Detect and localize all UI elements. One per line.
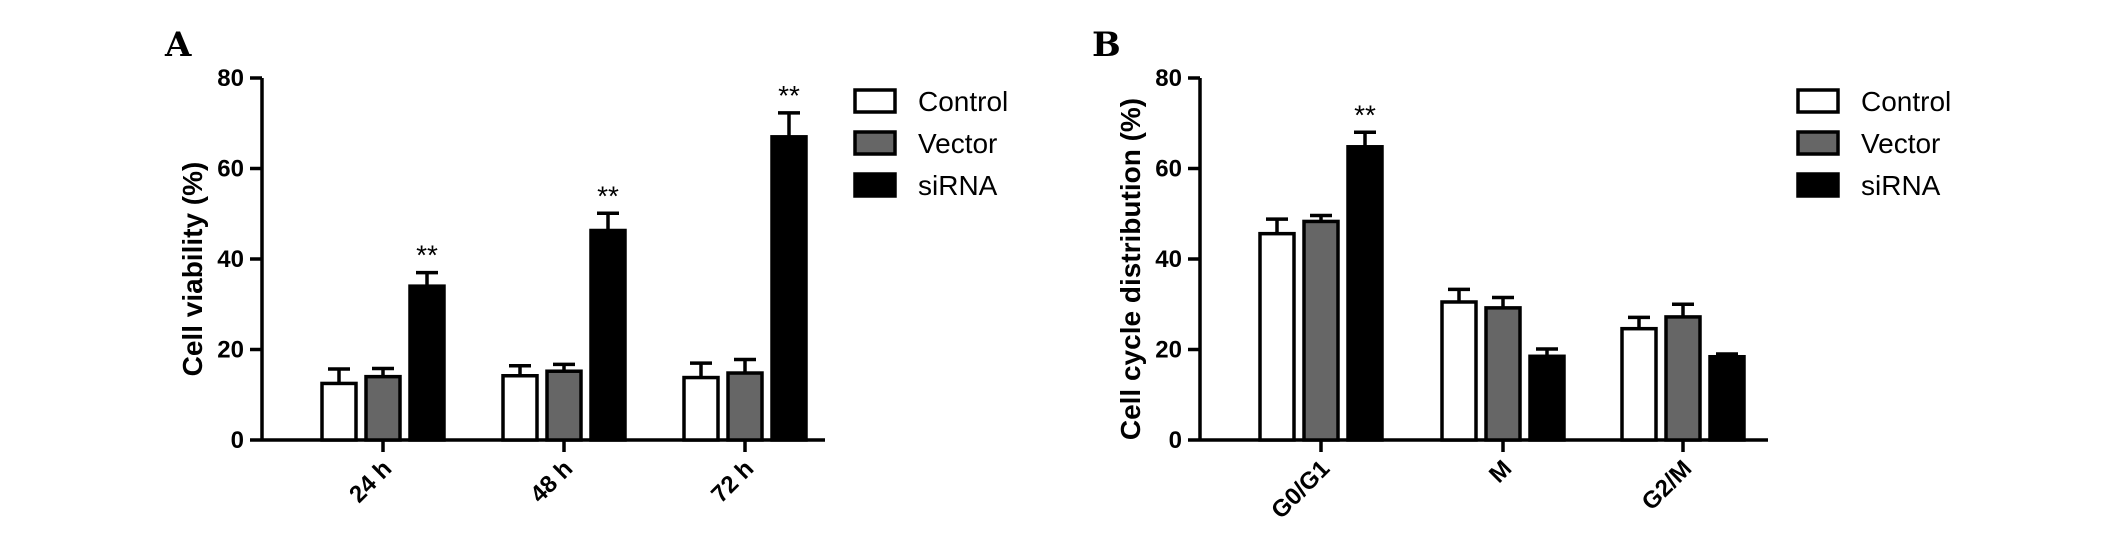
- y-tick-label: 20: [1155, 337, 1182, 364]
- bar-sirna-m: [1528, 354, 1566, 442]
- y-tick-label: 40: [1155, 246, 1182, 273]
- bar-control-24-h: [320, 381, 358, 442]
- legend-swatch-control: [853, 88, 897, 114]
- bar-control-g2-m: [1620, 326, 1658, 442]
- legend-label-control: Control: [1861, 86, 1951, 117]
- bar-vector-m: [1484, 306, 1522, 442]
- significance-marker: **: [778, 80, 800, 111]
- legend-label-sirna: siRNA: [918, 170, 998, 201]
- plot-area: 0 20 40 60 80 ** G0/G1 M G2/M: [1155, 65, 1768, 524]
- x-tick-label: 72 h: [706, 455, 759, 508]
- y-tick-label: 40: [217, 246, 244, 273]
- y-tick-label: 60: [217, 156, 244, 183]
- bar-control-m: [1440, 300, 1478, 442]
- y-tick-label: 60: [1155, 156, 1182, 183]
- bar-sirna-72-h: [770, 135, 808, 442]
- panel-letter: A: [164, 25, 192, 65]
- x-tick-label: 24 h: [344, 455, 397, 508]
- legend: Control Vector siRNA: [853, 86, 1008, 201]
- bar-control-72-h: [682, 375, 720, 442]
- y-tick-label: 20: [217, 337, 244, 364]
- bar-sirna-g0-g1: [1346, 145, 1384, 442]
- legend-label-vector: Vector: [1861, 128, 1940, 159]
- y-tick-label: 80: [1155, 65, 1182, 92]
- legend-swatch-sirna: [853, 172, 897, 198]
- legend: Control Vector siRNA: [1796, 86, 1951, 201]
- significance-marker: **: [1354, 99, 1376, 130]
- bar-vector-24-h: [364, 374, 402, 442]
- bar-sirna-48-h: [589, 228, 627, 442]
- bar-control-48-h: [501, 373, 539, 442]
- x-tick-label: G0/G1: [1266, 455, 1335, 524]
- legend-label-control: Control: [918, 86, 1008, 117]
- legend-swatch-sirna: [1796, 172, 1840, 198]
- legend-swatch-vector: [853, 130, 897, 156]
- x-tick-label: M: [1484, 455, 1517, 488]
- significance-marker: **: [597, 180, 619, 211]
- legend-swatch-control: [1796, 88, 1840, 114]
- bar-vector-g0-g1: [1302, 219, 1340, 442]
- y-axis-title: Cell viability (%): [177, 162, 208, 377]
- panel-a: A Cell viability (%) 0 20 40 60 80 ** 24 h ** 48…: [164, 25, 1008, 508]
- bar-sirna-24-h: [408, 284, 446, 442]
- plot-area: 0 20 40 60 80 ** 24 h ** 48 h ** 72 h: [217, 65, 825, 508]
- bar-vector-72-h: [726, 371, 764, 442]
- panel-b: B Cell cycle distribution (%) 0 20 40 60 80 *…: [1092, 25, 1951, 524]
- bar-sirna-g2-m: [1708, 354, 1746, 442]
- y-tick-label: 0: [231, 427, 244, 454]
- bar-vector-g2-m: [1664, 315, 1702, 442]
- x-tick-label: G2/M: [1637, 455, 1698, 516]
- bar-vector-48-h: [545, 369, 583, 442]
- panel-letter: B: [1092, 25, 1121, 65]
- bar-control-g0-g1: [1258, 231, 1296, 442]
- x-tick-label: 48 h: [525, 455, 578, 508]
- y-tick-label: 80: [217, 65, 244, 92]
- y-axis-title: Cell cycle distribution (%): [1115, 98, 1146, 440]
- legend-swatch-vector: [1796, 130, 1840, 156]
- y-tick-label: 0: [1169, 427, 1182, 454]
- significance-marker: **: [416, 240, 438, 271]
- legend-label-sirna: siRNA: [1861, 170, 1941, 201]
- legend-label-vector: Vector: [918, 128, 997, 159]
